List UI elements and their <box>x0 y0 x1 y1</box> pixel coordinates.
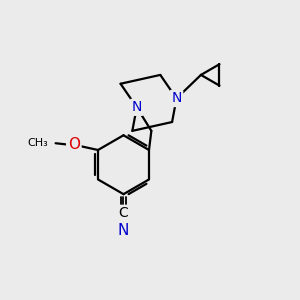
Text: O: O <box>68 137 80 152</box>
Text: N: N <box>118 224 129 238</box>
Text: C: C <box>118 206 128 220</box>
Text: N: N <box>132 100 142 114</box>
Text: CH₃: CH₃ <box>28 138 48 148</box>
Text: N: N <box>171 92 182 106</box>
